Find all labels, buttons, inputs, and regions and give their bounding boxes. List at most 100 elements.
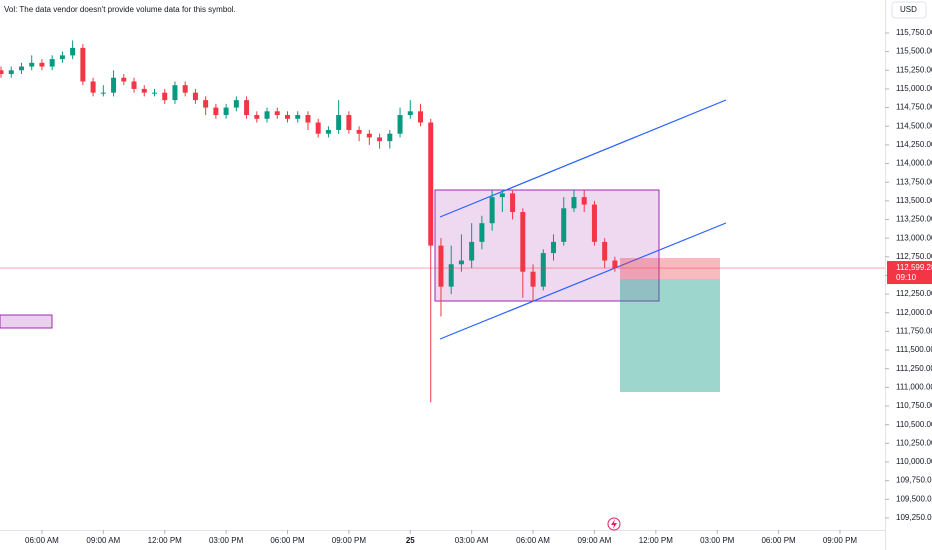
candle-body [90,81,96,93]
y-tick-label: 115,000.00 [896,84,932,93]
currency-label: USD [900,5,917,14]
y-tick-label: 112,750.00 [896,252,932,261]
candle-body [469,241,475,261]
y-tick-label: 110,750.00 [896,401,932,410]
candle-body [571,197,577,209]
candle-body [336,115,342,130]
candle-body [39,62,45,67]
candle-body [407,111,413,116]
y-tick-label: 110,500.00 [896,420,932,429]
candle-body [520,212,526,272]
candle-body [346,115,352,130]
candle-body [49,59,55,67]
candles [0,40,618,403]
y-tick-label: 114,750.00 [896,103,932,112]
candle-body [151,92,157,94]
x-tick-label: 06:00 AM [25,536,59,545]
candle-body [18,66,24,71]
x-tick-label: 06:00 PM [270,536,305,545]
candle-body [254,115,260,119]
candle-body [591,204,597,242]
x-tick-label: 09:00 AM [578,536,612,545]
candle-body [111,77,117,93]
candle-body [213,107,219,116]
candle-body [233,100,239,108]
y-tick-label: 114,250.00 [896,140,932,149]
x-tick-label: 09:00 PM [332,536,367,545]
candle-body [244,100,250,116]
candle-body [315,122,321,134]
y-tick-label: 115,750.00 [896,28,932,37]
candle-body [284,115,290,119]
channel-line[interactable] [439,222,727,340]
icon-circle [607,517,621,531]
y-tick-label: 109,500.00 [896,494,932,503]
y-tick-label: 109,250.00 [896,513,932,522]
candle-body [489,197,495,224]
candle-body [305,115,311,123]
x-tick-label: 09:00 PM [823,536,858,545]
candle-body [581,197,587,205]
candle-body [264,111,270,119]
candle-body [325,129,331,134]
candle-body [172,85,178,101]
candle-body [551,241,557,254]
candle-body [530,271,536,287]
y-tick-label: 113,500.00 [896,196,932,205]
drawn-rectangle[interactable] [0,314,53,329]
candle-body [131,81,137,89]
candle-body [602,241,608,261]
y-tick-label: 111,000.00 [896,382,932,391]
y-tick-label: 115,250.00 [896,65,932,74]
x-tick-label: 12:00 PM [148,536,183,545]
candle-body [162,92,168,101]
y-tick-label: 113,000.00 [896,233,932,242]
y-tick-label: 112,000.00 [896,308,932,317]
x-tick-label: 03:00 AM [455,536,489,545]
candle-body [418,111,424,123]
y-tick-label: 113,250.00 [896,215,932,224]
channel-line[interactable] [439,99,727,218]
x-tick-label: 25 [406,536,415,545]
candle-body [295,115,301,119]
candle-body [397,115,403,134]
countdown-label: 09:10 [896,273,917,282]
x-tick-label: 09:00 AM [86,536,120,545]
y-tick-label: 110,250.00 [896,438,932,447]
currency-button[interactable] [891,1,927,19]
candle-body [59,55,65,60]
candle-body [387,133,393,142]
candle-body [510,193,516,213]
candle-body [70,47,76,56]
candle-body [192,92,198,101]
candle-body [561,208,567,242]
candle-body [540,253,546,287]
candle-body [612,260,618,269]
candle-body [100,92,106,94]
last-price-tag [887,261,932,285]
candle-body [458,260,464,265]
y-tick-label: 112,250.00 [896,289,932,298]
candle-body [223,107,229,116]
candle-body [499,193,505,198]
candle-body [29,62,35,67]
candle-body [182,85,188,93]
volume-note: Vol: The data vendor doesn't provide vol… [4,5,236,14]
target-zone[interactable] [620,279,720,392]
candle-body [203,100,209,108]
y-tick-label: 109,750.00 [896,476,932,485]
x-tick-label: 03:00 PM [700,536,735,545]
x-tick-label: 12:00 PM [639,536,674,545]
candle-body [377,137,383,142]
last-price-label: 112,599.28 [896,263,932,272]
y-tick-label: 111,500.00 [896,345,932,354]
stop-zone[interactable] [620,258,720,279]
candle-body [356,129,362,134]
y-tick-label: 114,000.00 [896,159,932,168]
lightning-icon[interactable] [607,517,621,531]
candle-body [448,264,454,287]
candle-body [479,223,485,242]
candle-body [274,111,280,116]
